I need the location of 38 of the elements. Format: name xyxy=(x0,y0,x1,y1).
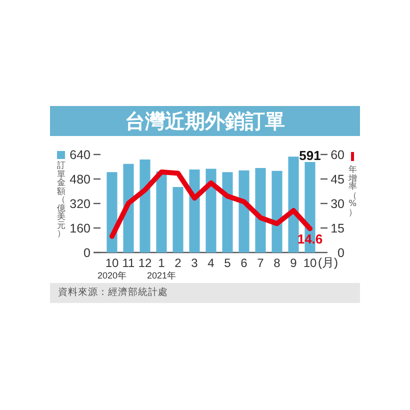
bar xyxy=(238,170,250,252)
x-axis-title: (月) xyxy=(318,256,338,270)
bar xyxy=(222,172,233,252)
y-tick-label: 160 xyxy=(70,222,91,236)
x-tick-label: 7 xyxy=(257,256,264,270)
x-tick-label: 2 xyxy=(174,256,182,270)
x-tick-label: 10 xyxy=(303,256,317,270)
x-tick-label: 8 xyxy=(274,256,281,270)
x-tick-label: 11 xyxy=(122,256,136,270)
y2-tick-label: 45 xyxy=(330,172,345,186)
y2-tick-label: 30 xyxy=(330,197,345,211)
bar xyxy=(156,171,167,252)
bar xyxy=(272,170,282,252)
bar xyxy=(106,172,118,252)
y2-axis-title: 年增率（%） xyxy=(348,166,357,217)
y2-tick-label: 15 xyxy=(330,222,345,236)
y-tick-label: 480 xyxy=(70,172,91,186)
source-note: 資料來源：經濟部統計處 xyxy=(58,286,168,300)
chart-title: 台灣近期外銷訂單 xyxy=(125,108,285,135)
x-tick-label: 6 xyxy=(240,256,248,270)
y2-tick-label: 0 xyxy=(338,246,345,260)
data-label: 591 xyxy=(299,148,321,164)
y-tick-label: 0 xyxy=(84,246,91,260)
bar xyxy=(255,168,266,252)
x-tick-label: 9 xyxy=(290,256,298,270)
x-tick-label: 5 xyxy=(224,256,232,270)
x-tick-label: 4 xyxy=(208,256,215,270)
bar xyxy=(189,170,200,252)
x-tick-label: 3 xyxy=(191,256,198,270)
x-tick-label: 12 xyxy=(138,256,152,270)
y2-tick-label: 60 xyxy=(330,148,345,162)
y-tick-label: 640 xyxy=(70,148,91,162)
bar xyxy=(206,168,216,252)
bar xyxy=(172,186,184,252)
bar xyxy=(288,156,299,252)
y-axis-title: 訂單金額（億美元） xyxy=(56,162,66,238)
bar xyxy=(140,160,150,252)
y-tick-label: 320 xyxy=(70,197,91,211)
